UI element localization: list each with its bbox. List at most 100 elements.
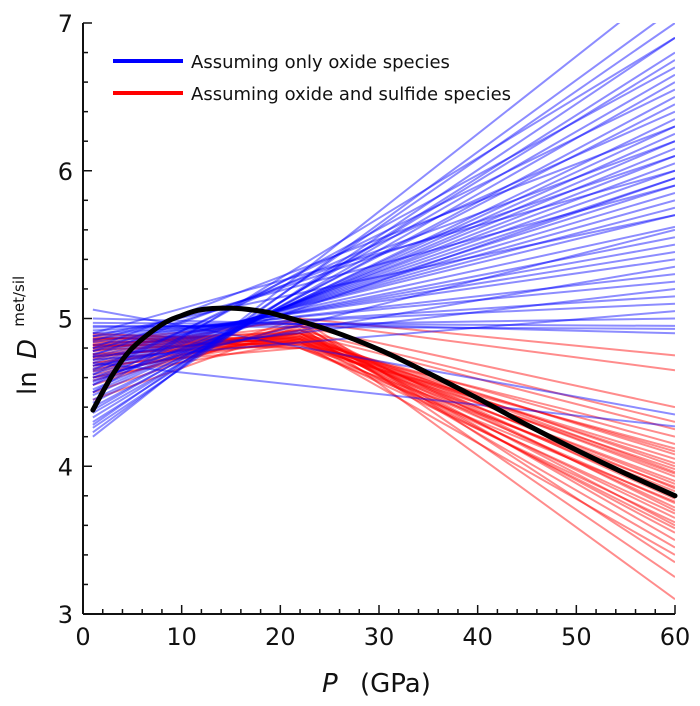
y-axis-sup: met/sil bbox=[10, 276, 28, 327]
y-tick-label: 3 bbox=[58, 601, 73, 629]
oxide-line bbox=[92, 118, 675, 401]
x-tick-label: 60 bbox=[660, 623, 691, 651]
oxide-line bbox=[92, 66, 675, 386]
sulfide-line bbox=[92, 332, 675, 431]
sulfide-line bbox=[92, 332, 675, 509]
x-tick-label: 50 bbox=[561, 623, 592, 651]
sulfide-line bbox=[92, 335, 675, 519]
oxide-line bbox=[92, 36, 675, 429]
sulfide-line bbox=[92, 332, 675, 534]
oxide-line bbox=[92, 191, 675, 367]
oxide-line bbox=[92, 302, 675, 332]
oxide-line bbox=[92, 236, 675, 352]
oxide-line bbox=[92, 324, 675, 330]
oxide-line bbox=[92, 225, 675, 355]
oxide-line bbox=[92, 258, 675, 344]
oxide-line bbox=[92, 177, 675, 373]
oxide-line bbox=[92, 280, 675, 338]
oxide-line bbox=[92, 317, 675, 329]
oxide-line bbox=[92, 23, 657, 434]
sulfide-line bbox=[92, 332, 675, 438]
oxide-line bbox=[92, 103, 675, 404]
sulfide-line bbox=[92, 324, 675, 409]
sulfide-line bbox=[92, 338, 675, 475]
oxide-line bbox=[92, 125, 675, 397]
oxide-line bbox=[92, 361, 675, 428]
legend-label-oxide: Assuming only oxide species bbox=[191, 52, 450, 73]
oxide-line bbox=[92, 214, 675, 338]
x-tick-label: 20 bbox=[265, 623, 296, 651]
sulfide-line bbox=[92, 338, 675, 530]
y-axis-prefix: ln bbox=[13, 371, 43, 395]
oxide-line bbox=[92, 36, 675, 394]
oxide-line bbox=[92, 162, 675, 379]
sulfide-line bbox=[92, 344, 675, 524]
oxide-line bbox=[92, 88, 675, 376]
sulfide-line bbox=[92, 327, 675, 527]
oxide-line bbox=[92, 169, 675, 335]
oxide-lines bbox=[92, 23, 675, 438]
oxide-line bbox=[92, 81, 675, 414]
sulfide-line bbox=[92, 335, 675, 497]
oxide-line bbox=[92, 287, 675, 358]
sulfide-line bbox=[92, 333, 675, 446]
sulfide-lines bbox=[92, 317, 675, 601]
oxide-line bbox=[92, 295, 675, 335]
y-tick-label: 5 bbox=[58, 306, 73, 334]
oxide-line bbox=[92, 140, 675, 357]
oxide-line bbox=[92, 132, 675, 394]
oxide-line bbox=[92, 140, 675, 391]
sulfide-line bbox=[92, 335, 675, 450]
sulfide-line bbox=[92, 324, 675, 601]
y-tick-label: 6 bbox=[58, 158, 73, 186]
oxide-line bbox=[92, 310, 675, 361]
y-axis-title: ln D met/sil bbox=[10, 276, 43, 395]
oxide-line bbox=[92, 214, 675, 358]
oxide-line bbox=[92, 23, 675, 426]
sulfide-line bbox=[92, 317, 675, 357]
oxide-line bbox=[92, 199, 675, 364]
oxide-line bbox=[92, 155, 675, 352]
oxide-line bbox=[92, 206, 675, 361]
sulfide-line bbox=[92, 329, 675, 500]
sulfide-line bbox=[92, 323, 675, 541]
x-axis-unit: (GPa) bbox=[360, 669, 431, 699]
sulfide-line bbox=[92, 338, 675, 505]
sulfide-line bbox=[92, 336, 675, 456]
legend: Assuming only oxide species Assuming oxi… bbox=[113, 52, 511, 105]
oxide-line bbox=[92, 169, 675, 376]
oxide-line bbox=[92, 228, 675, 379]
sulfide-line bbox=[92, 329, 675, 423]
oxide-line bbox=[92, 273, 675, 341]
sulfide-line bbox=[92, 333, 675, 478]
sulfide-line bbox=[92, 341, 675, 556]
x-tick-label: 40 bbox=[462, 623, 493, 651]
oxide-line bbox=[92, 243, 675, 350]
x-tick-label: 10 bbox=[166, 623, 197, 651]
sulfide-line bbox=[92, 329, 675, 549]
axes: 0 10 20 30 40 50 60 3 4 5 6 7 bbox=[58, 10, 691, 651]
sulfide-line bbox=[92, 332, 675, 474]
oxide-line bbox=[92, 251, 675, 347]
oxide-line bbox=[92, 177, 675, 382]
oxide-line bbox=[92, 95, 675, 409]
sulfide-line bbox=[92, 324, 675, 512]
oxide-line bbox=[92, 184, 675, 370]
sulfide-line bbox=[92, 347, 675, 503]
y-tick-label: 4 bbox=[58, 453, 73, 481]
fit-curve bbox=[90, 305, 678, 499]
sulfide-line bbox=[92, 344, 675, 488]
oxide-line bbox=[92, 321, 675, 327]
legend-label-sulfide: Assuming oxide and sulfide species bbox=[191, 84, 511, 105]
y-axis-var: D bbox=[13, 339, 43, 359]
oxide-line bbox=[92, 265, 675, 367]
x-axis-title: P (GPa) bbox=[322, 669, 431, 699]
sulfide-line bbox=[92, 336, 675, 453]
oxide-line bbox=[92, 308, 675, 416]
oxide-line bbox=[92, 51, 675, 423]
oxide-line bbox=[92, 59, 675, 419]
sulfide-line bbox=[92, 317, 675, 564]
x-tick-label: 30 bbox=[364, 623, 395, 651]
sulfide-line bbox=[92, 342, 675, 471]
